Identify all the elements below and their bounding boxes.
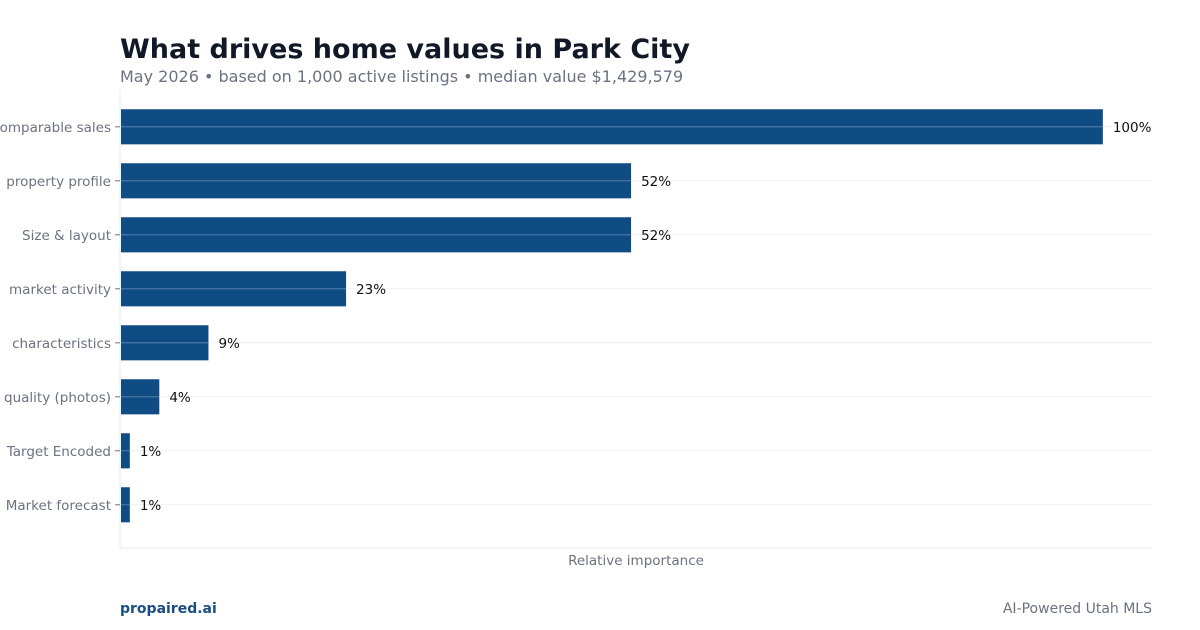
data-label: 9% bbox=[218, 336, 240, 352]
bar bbox=[121, 109, 1103, 145]
bar bbox=[121, 379, 160, 415]
y-tick-label: characteristics bbox=[12, 336, 111, 352]
y-tick-label: Market forecast bbox=[6, 498, 111, 514]
y-tick-label: quality (photos) bbox=[4, 390, 111, 406]
bar bbox=[121, 217, 632, 253]
data-label: 100% bbox=[1113, 120, 1152, 136]
bar bbox=[121, 271, 347, 307]
data-label: 52% bbox=[641, 174, 671, 190]
y-tick-label: Target Encoded bbox=[6, 444, 111, 460]
chart-subtitle: May 2026 • based on 1,000 active listing… bbox=[120, 67, 684, 86]
chart-title: What drives home values in Park City bbox=[120, 34, 690, 65]
bar bbox=[121, 433, 130, 469]
bar bbox=[121, 163, 632, 199]
x-axis-label: Relative importance bbox=[568, 553, 704, 569]
data-label: 23% bbox=[356, 282, 386, 298]
data-label: 52% bbox=[641, 228, 671, 244]
bar bbox=[121, 487, 130, 523]
y-tick-label: Size & layout bbox=[22, 228, 111, 244]
y-tick-label: market activity bbox=[9, 282, 111, 298]
footer-brand[interactable]: propaired.ai bbox=[120, 601, 217, 617]
footer-tagline: AI-Powered Utah MLS bbox=[1002, 601, 1152, 617]
data-label: 1% bbox=[140, 498, 162, 514]
y-tick-label: property profile bbox=[6, 174, 111, 190]
y-tick-label: Comparable sales bbox=[0, 120, 111, 136]
data-label: 1% bbox=[140, 444, 162, 460]
data-label: 4% bbox=[169, 390, 191, 406]
bar bbox=[121, 325, 209, 361]
